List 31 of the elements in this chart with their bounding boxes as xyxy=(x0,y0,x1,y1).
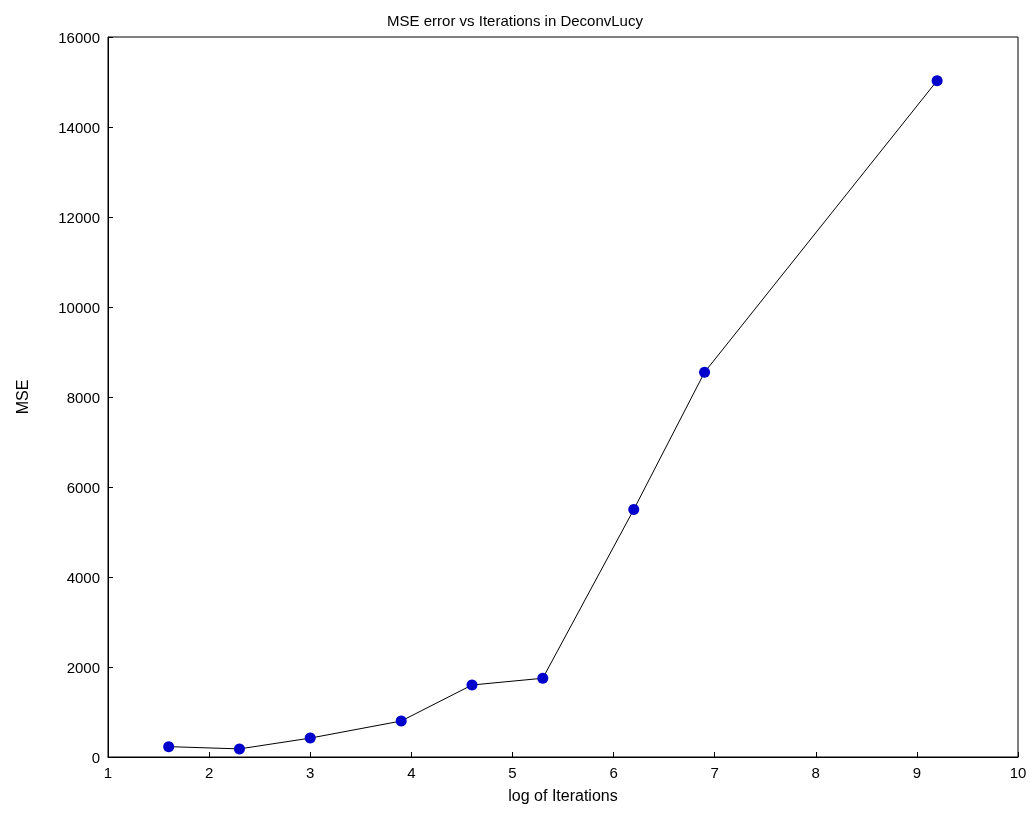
point xyxy=(395,715,407,727)
y-tick-label: 4000 xyxy=(66,568,100,586)
y-tick-label: 16000 xyxy=(58,28,100,46)
y-tick-label: 14000 xyxy=(58,118,100,136)
y-tick-label: 6000 xyxy=(66,478,100,496)
chart-title: MSE error vs Iterations in DeconvLucy xyxy=(387,12,644,29)
y-tick-label: 12000 xyxy=(58,208,100,226)
point xyxy=(628,504,640,515)
x-tick-label: 10 xyxy=(1009,764,1027,781)
x-tick-label: 7 xyxy=(710,764,719,781)
point xyxy=(931,75,943,87)
point xyxy=(466,679,478,691)
y-tick-label: 10000 xyxy=(58,298,100,316)
y-axis-title: MSE xyxy=(13,379,31,415)
x-axis-title: log of Iterations xyxy=(508,786,618,804)
point xyxy=(233,743,245,755)
point xyxy=(699,366,711,378)
x-tick-label: 3 xyxy=(306,764,315,781)
point xyxy=(304,732,316,744)
x-tick-label: 4 xyxy=(407,764,416,781)
x-tick-label: 8 xyxy=(811,764,820,781)
x-tick-label: 5 xyxy=(508,764,517,781)
x-tick-label: 9 xyxy=(912,764,922,781)
x-tick-label: 6 xyxy=(609,764,618,781)
y-tick-label: 0 xyxy=(91,748,100,766)
y-tick-label: 2000 xyxy=(66,658,100,676)
x-tick-label: 2 xyxy=(204,764,214,781)
x-tick-label: 1 xyxy=(103,764,113,781)
y-tick-label: 8000 xyxy=(66,388,100,406)
point xyxy=(537,672,549,684)
point xyxy=(163,741,175,753)
